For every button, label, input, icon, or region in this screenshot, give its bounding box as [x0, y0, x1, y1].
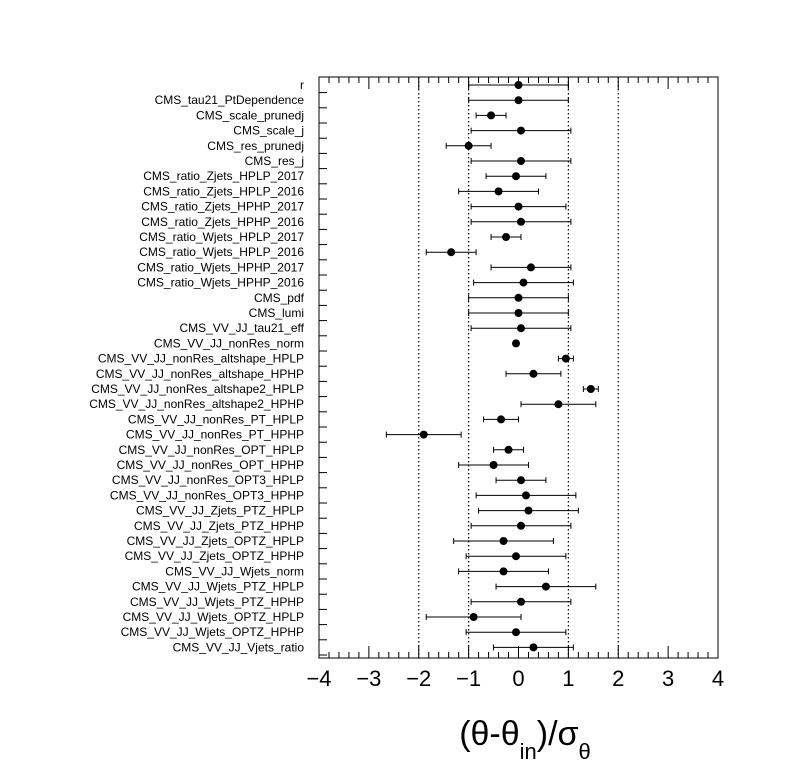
parameter-label: CMS_VV_JJ_nonRes_OPT3_HPLP — [112, 473, 304, 487]
parameter-label: CMS_res_j — [245, 154, 304, 168]
parameter-label: CMS_VV_JJ_nonRes_altshape_HPHP — [96, 367, 304, 381]
data-point — [504, 445, 513, 454]
x-tick-label: 0 — [512, 666, 524, 691]
parameter-label: CMS_ratio_Wjets_HPHP_2017 — [137, 260, 304, 274]
data-point — [514, 96, 523, 105]
data-point — [512, 172, 521, 181]
parameter-label: CMS_VV_JJ_Wjets_PTZ_HPLP — [132, 580, 304, 594]
data-point — [514, 202, 523, 211]
x-tick-label: −1 — [456, 666, 481, 691]
parameter-label: CMS_res_prunedj — [207, 139, 304, 153]
x-tick-label: −2 — [406, 666, 431, 691]
reference-lines — [418, 77, 619, 658]
data-point — [516, 217, 525, 226]
x-axis-title-sub2: θ — [579, 739, 591, 764]
data-point — [521, 491, 530, 500]
parameter-label: CMS_ratio_Zjets_HPHP_2017 — [141, 200, 304, 214]
parameter-label: CMS_scale_prunedj — [196, 108, 304, 122]
x-tick-label: 4 — [712, 666, 724, 691]
parameter-label: CMS_VV_JJ_Zjets_OPTZ_HPHP — [125, 549, 304, 563]
parameter-label: CMS_VV_JJ_Zjets_PTZ_HPHP — [134, 519, 304, 533]
x-axis-title-mid: )/σ — [537, 715, 579, 753]
data-point — [519, 278, 528, 287]
data-point — [524, 506, 533, 515]
x-axis-title-sub: in — [520, 739, 537, 764]
data-point — [447, 248, 456, 257]
parameter-label: CMS_scale_j — [233, 124, 304, 138]
data-point — [529, 369, 538, 378]
parameter-label: r — [300, 78, 304, 92]
x-axis-title-open: (θ-θ — [459, 715, 519, 753]
parameter-label: CMS_ratio_Zjets_HPLP_2017 — [143, 169, 304, 183]
data-point — [586, 385, 595, 393]
data-point — [464, 141, 473, 150]
data-point — [514, 293, 523, 302]
parameter-label: CMS_ratio_Wjets_HPHP_2016 — [137, 276, 304, 290]
data-point — [499, 537, 508, 545]
parameter-labels: rCMS_tau21_PtDependenceCMS_scale_prunedj… — [89, 78, 304, 654]
y-axis-ticks — [319, 92, 327, 656]
parameter-label: CMS_VV_JJ_nonRes_OPT_HPLP — [119, 443, 304, 457]
data-point — [512, 552, 521, 561]
parameter-label: CMS_ratio_Wjets_HPLP_2016 — [139, 245, 304, 259]
parameter-label: CMS_VV_JJ_nonRes_altshape2_HPLP — [91, 382, 304, 396]
parameter-label: CMS_VV_JJ_tau21_eff — [179, 321, 304, 335]
data-point — [516, 126, 525, 135]
data-point — [512, 339, 521, 348]
data-point — [514, 309, 523, 317]
data-point — [487, 111, 496, 120]
parameter-label: CMS_ratio_Zjets_HPHP_2016 — [141, 215, 304, 229]
parameter-label: CMS_VV_JJ_Wjets_PTZ_HPHP — [130, 595, 304, 609]
plot-frame — [318, 76, 719, 659]
parameter-label: CMS_VV_JJ_nonRes_altshape_HPLP — [98, 352, 304, 366]
parameter-label: CMS_VV_JJ_nonRes_OPT_HPHP — [117, 458, 304, 472]
parameter-label: CMS_ratio_Zjets_HPLP_2016 — [143, 184, 304, 198]
parameter-label: CMS_tau21_PtDependence — [155, 93, 305, 107]
data-point — [554, 400, 563, 409]
data-point — [529, 643, 538, 652]
data-point — [516, 521, 525, 530]
parameter-label: CMS_VV_JJ_Zjets_PTZ_HPLP — [136, 504, 304, 518]
data-point — [502, 233, 511, 241]
x-tick-label: −3 — [356, 666, 381, 691]
data-point — [512, 628, 521, 637]
parameter-label: CMS_lumi — [249, 306, 304, 320]
x-tick-labels: −4 −3 −2 −1 0 1 2 3 4 — [306, 666, 724, 691]
data-point — [497, 415, 506, 424]
data-point — [516, 324, 525, 333]
data-point — [561, 354, 570, 363]
x-axis-ticks — [318, 77, 719, 658]
x-tick-label: 1 — [562, 666, 574, 691]
data-point — [494, 187, 503, 196]
parameter-label: CMS_VV_JJ_Vjets_ratio — [173, 640, 305, 654]
data-point — [489, 461, 498, 469]
parameter-label: CMS_VV_JJ_nonRes_PT_HPHP — [126, 428, 304, 442]
parameter-label: CMS_VV_JJ_nonRes_norm — [154, 336, 304, 350]
parameter-label: CMS_VV_JJ_nonRes_OPT3_HPHP — [110, 488, 304, 502]
parameter-label: CMS_pdf — [254, 291, 305, 305]
data-point — [541, 582, 550, 591]
data-points — [385, 81, 599, 652]
x-axis-title: (θ-θin)/σθ — [459, 715, 591, 764]
parameter-label: CMS_VV_JJ_Wjets_OPTZ_HPHP — [121, 625, 304, 639]
parameter-label: CMS_VV_JJ_nonRes_altshape2_HPHP — [89, 397, 304, 411]
parameter-label: CMS_VV_JJ_Wjets_OPTZ_HPLP — [123, 610, 304, 624]
data-point — [514, 81, 523, 89]
data-point — [499, 567, 508, 576]
data-point — [419, 430, 428, 439]
parameter-label: CMS_VV_JJ_Wjets_norm — [165, 564, 304, 578]
x-tick-label: 3 — [662, 666, 674, 691]
data-point — [516, 597, 525, 606]
data-point — [526, 263, 535, 272]
parameter-label: CMS_VV_JJ_Zjets_OPTZ_HPLP — [127, 534, 304, 548]
parameter-label: CMS_VV_JJ_nonRes_PT_HPLP — [128, 412, 304, 426]
data-point — [516, 157, 525, 165]
x-tick-label: −4 — [306, 666, 331, 691]
x-tick-label: 2 — [612, 666, 624, 691]
data-point — [469, 613, 478, 621]
data-point — [516, 476, 525, 485]
parameter-label: CMS_ratio_Wjets_HPLP_2017 — [139, 230, 304, 244]
